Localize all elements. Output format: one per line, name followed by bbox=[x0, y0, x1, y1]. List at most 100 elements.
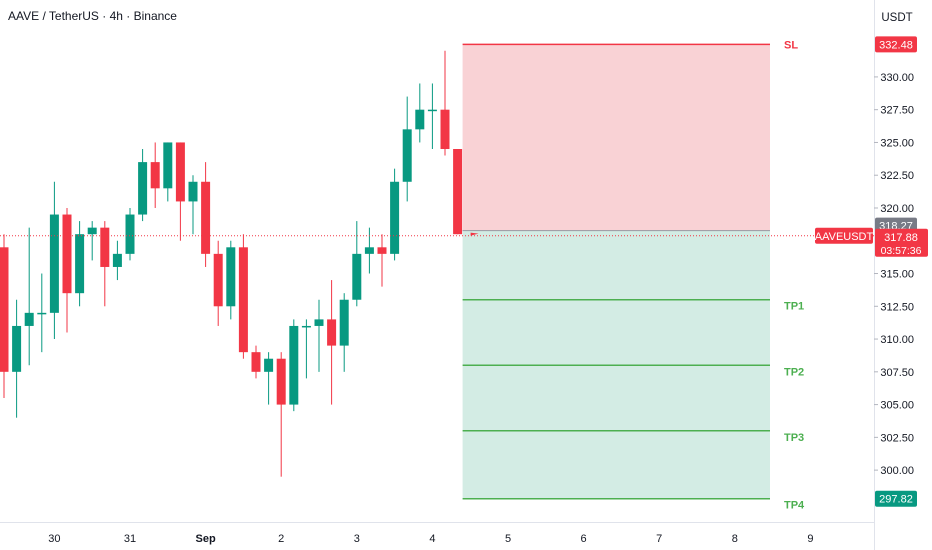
y-tick-label: 305.00 bbox=[880, 400, 914, 412]
y-tick-label: 315.00 bbox=[880, 269, 914, 281]
y-tick-label: 300.00 bbox=[880, 465, 914, 477]
candle-body bbox=[453, 149, 463, 235]
candle bbox=[49, 181, 59, 340]
x-tick-label: 5 bbox=[505, 533, 511, 545]
candle-body bbox=[352, 253, 362, 300]
y-tick-label: 322.50 bbox=[880, 170, 914, 182]
candle-body bbox=[226, 247, 236, 307]
arrow-marker-icon bbox=[470, 232, 479, 236]
candle bbox=[150, 142, 160, 208]
candle-body bbox=[289, 325, 299, 405]
candle-body bbox=[238, 247, 248, 353]
symbol-title: AAVE / TetherUS · 4h · Binance bbox=[8, 9, 177, 23]
sl-price-label-text: 332.48 bbox=[879, 39, 913, 51]
candle-body bbox=[415, 109, 425, 130]
candle bbox=[100, 221, 110, 307]
candle-body bbox=[100, 227, 110, 267]
candle bbox=[264, 352, 274, 405]
candle bbox=[251, 345, 261, 379]
x-tick-label: 6 bbox=[581, 533, 587, 545]
candle bbox=[314, 299, 324, 372]
candle-body bbox=[12, 325, 22, 372]
candle bbox=[125, 207, 135, 261]
y-tick-label: 302.50 bbox=[880, 432, 914, 444]
x-tick-label: 2 bbox=[278, 533, 284, 545]
candle bbox=[12, 299, 22, 418]
y-tick-label: 320.00 bbox=[880, 203, 914, 215]
x-tick-label: 30 bbox=[48, 533, 60, 545]
candle bbox=[289, 319, 299, 412]
current-price-text: 317.88 bbox=[884, 232, 918, 244]
candle-body bbox=[37, 312, 47, 315]
candle bbox=[112, 240, 122, 281]
candle-body bbox=[364, 247, 374, 254]
candle-body bbox=[251, 352, 261, 372]
candle bbox=[201, 162, 211, 267]
candle-body bbox=[188, 181, 198, 202]
candle bbox=[213, 240, 223, 326]
candle-body bbox=[24, 312, 34, 326]
candle bbox=[138, 149, 148, 222]
x-tick-label: 7 bbox=[656, 533, 662, 545]
candle-body bbox=[276, 358, 286, 405]
candle-body bbox=[427, 109, 437, 112]
currency-button-label[interactable]: USDT bbox=[881, 12, 912, 24]
tp4-price-label: 297.82 bbox=[875, 490, 917, 507]
candle-body bbox=[264, 358, 274, 372]
candle bbox=[0, 234, 9, 399]
candle-body bbox=[112, 253, 122, 267]
candle bbox=[276, 352, 286, 477]
symbol-tag-text: AAVEUSDT bbox=[815, 231, 874, 243]
candle-body bbox=[150, 162, 160, 189]
y-tick-label: 325.00 bbox=[880, 137, 914, 149]
candle bbox=[402, 96, 412, 202]
candle-body bbox=[339, 299, 349, 346]
y-tick-label: 327.50 bbox=[880, 105, 914, 117]
x-tick-label: 9 bbox=[807, 533, 813, 545]
candle-body bbox=[377, 247, 387, 254]
candle-body bbox=[49, 214, 59, 313]
candle bbox=[226, 240, 236, 320]
y-tick-label: 307.50 bbox=[880, 367, 914, 379]
x-tick-label: Sep bbox=[196, 533, 216, 545]
sl-price-label: 332.48 bbox=[875, 36, 917, 53]
candle bbox=[377, 234, 387, 287]
x-tick-label: 8 bbox=[732, 533, 738, 545]
x-tick-label: 4 bbox=[429, 533, 435, 545]
candle-body bbox=[138, 162, 148, 215]
candle bbox=[327, 280, 337, 405]
x-tick-label: 31 bbox=[124, 533, 136, 545]
countdown-text: 03:57:36 bbox=[881, 245, 922, 257]
candle bbox=[188, 175, 198, 235]
candle bbox=[87, 221, 97, 261]
candle-body bbox=[314, 319, 324, 326]
tp4-price-label-text: 297.82 bbox=[879, 494, 913, 506]
y-tick-label: 312.50 bbox=[880, 301, 914, 313]
y-tick-label: 330.00 bbox=[880, 72, 914, 84]
currency-button[interactable]: USDT bbox=[877, 5, 917, 27]
take-profit-label-1: TP1 bbox=[784, 301, 804, 313]
candle bbox=[75, 221, 85, 307]
candle-body bbox=[213, 253, 223, 307]
candle-body bbox=[402, 129, 412, 182]
stop-loss-label: SL bbox=[784, 39, 798, 51]
candle bbox=[37, 273, 47, 353]
candle bbox=[301, 319, 311, 379]
candle bbox=[427, 83, 437, 150]
y-tick-label: 310.00 bbox=[880, 334, 914, 346]
candle-body bbox=[87, 227, 97, 235]
candle-body bbox=[163, 142, 173, 189]
candle bbox=[415, 83, 425, 143]
stop-loss-zone[interactable] bbox=[462, 44, 770, 231]
candle-body bbox=[390, 181, 400, 254]
candle bbox=[339, 293, 349, 372]
candle-body bbox=[0, 247, 9, 372]
candle-body bbox=[75, 234, 85, 294]
candle-body bbox=[327, 319, 337, 346]
candle bbox=[238, 234, 248, 359]
candle-body bbox=[62, 214, 72, 294]
x-tick-label: 3 bbox=[354, 533, 360, 545]
